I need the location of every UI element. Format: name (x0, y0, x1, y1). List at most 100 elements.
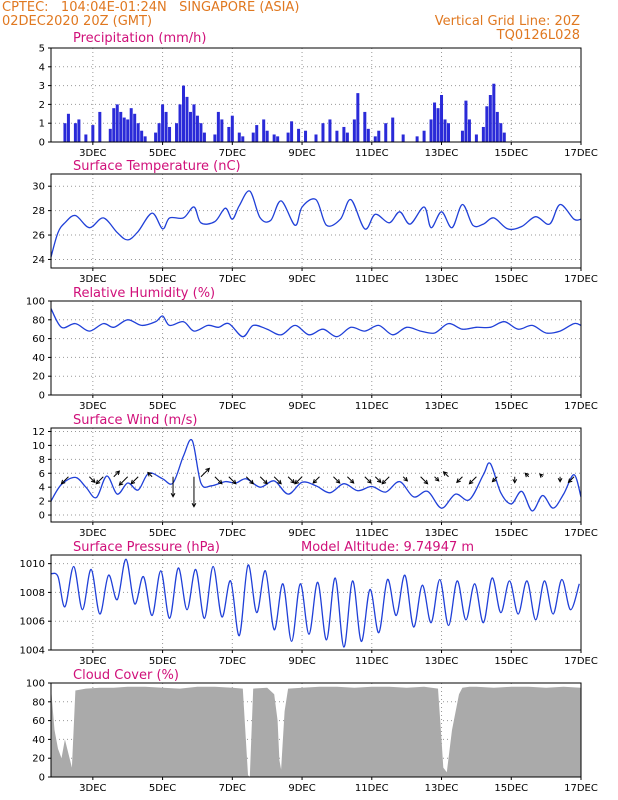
pressure-title: Surface Pressure (hPa) (73, 540, 220, 555)
precip-bar (119, 111, 123, 142)
precip-title: Precipitation (mm/h) (73, 31, 206, 46)
wind-arrow (200, 467, 210, 478)
wind-arrow-head (381, 479, 387, 485)
cloud-ytick-label: 60 (32, 716, 45, 727)
precip-bar (433, 102, 437, 142)
cloud-xtick-label: 11DEC (355, 783, 389, 794)
precip-bar (157, 123, 161, 142)
precip-ytick-label: 0 (39, 138, 45, 149)
precip-bar (73, 123, 77, 142)
pressure-ytick-label: 1004 (20, 646, 45, 657)
pressure-xtick-label: 17DEC (564, 656, 598, 667)
wind-arrow-head (147, 471, 152, 477)
precip-bar (185, 96, 189, 142)
wind-arrow-head (557, 477, 563, 483)
precip-bar (422, 130, 426, 142)
wind-xtick-label: 11DEC (355, 528, 389, 539)
wind-arrow-head (567, 478, 573, 484)
wind-arrow-head (539, 473, 544, 478)
precip-bar (126, 119, 130, 142)
pressure-xtick-label: 7DEC (219, 656, 246, 667)
precip-bar (495, 111, 499, 142)
precip-bar (192, 104, 196, 142)
precip-bar (98, 111, 102, 142)
precip-bar (499, 123, 503, 142)
precip-bar (91, 125, 95, 142)
precip-bar (237, 132, 241, 142)
wind-arrow (492, 476, 498, 482)
wind-frame (50, 427, 582, 523)
precip-bar (356, 93, 360, 142)
precip-bar (474, 134, 478, 142)
wind-arrow (95, 476, 104, 485)
precip-bar (429, 119, 433, 142)
wind-arrow-head (170, 492, 176, 498)
precip-bar (335, 130, 339, 142)
precip-xtick-label: 3DEC (79, 148, 106, 159)
precip-bar (262, 119, 266, 142)
wind-arrow-head (115, 470, 121, 476)
wind-arrow (374, 476, 382, 483)
precip-bar (213, 134, 217, 142)
rh-xtick-label: 15DEC (494, 401, 528, 412)
wind-arrow (364, 476, 372, 484)
wind-arrow-head (335, 479, 341, 484)
pressure-ytick-label: 1008 (20, 588, 45, 599)
precip-bar (485, 106, 489, 142)
precip-bar (377, 130, 381, 142)
header-grid-line: Vertical Grid Line: 20Z (434, 14, 580, 29)
rh-ytick-label: 20 (32, 372, 45, 383)
wind-xtick-label: 15DEC (494, 528, 528, 539)
precip-bar (182, 85, 185, 142)
temp-ytick-label: 26 (32, 231, 45, 242)
precip-bar (66, 113, 70, 142)
precip-frame (50, 47, 582, 143)
temp-frame (50, 173, 582, 269)
wind-arrow (294, 476, 303, 485)
pressure-ytick-label: 1006 (20, 617, 45, 628)
precip-bar (467, 119, 471, 142)
temp-ytick-label: 28 (32, 206, 45, 217)
pressure-xtick-label: 13DEC (425, 656, 459, 667)
wind-arrow-head (349, 479, 355, 484)
rh-xtick-label: 7DEC (219, 401, 246, 412)
precip-bar (345, 132, 349, 142)
precip-bar (202, 132, 206, 142)
precip-bar (297, 128, 301, 142)
wind-arrow-head (524, 472, 530, 478)
precip-bar (143, 136, 147, 142)
temp-xtick-label: 13DEC (425, 274, 459, 285)
precip-ytick-label: 5 (39, 44, 45, 55)
precip-bar (129, 108, 133, 142)
precip-bar (415, 136, 419, 142)
precip-bar (63, 123, 67, 142)
precip-bar (195, 115, 199, 142)
precip-xtick-label: 13DEC (425, 148, 459, 159)
pressure-xtick-label: 11DEC (355, 656, 389, 667)
wind-arrow (381, 476, 390, 485)
wind-arrow-head (90, 478, 96, 484)
wind-arrow (568, 476, 575, 483)
pressure-ytick-label: 1010 (20, 559, 45, 570)
wind-xtick-label: 17DEC (564, 528, 598, 539)
precip-bar (321, 123, 325, 142)
wind-xtick-label: 7DEC (219, 528, 246, 539)
wind-arrow (287, 476, 295, 484)
wind-arrow-head (434, 476, 440, 482)
wind-xtick-label: 3DEC (79, 528, 106, 539)
wind-arrow (245, 476, 254, 485)
precip-bar (363, 111, 367, 142)
wind-arrow-head (376, 478, 382, 484)
cloud-ytick-label: 0 (39, 773, 45, 784)
rh-title: Relative Humidity (%) (73, 286, 215, 301)
precip-bar (481, 126, 485, 142)
precip-bar (286, 132, 290, 142)
cloud-ytick-label: 80 (32, 697, 45, 708)
wind-arrow-head (249, 479, 255, 485)
wind-arrow-head (442, 471, 448, 476)
precip-xtick-label: 15DEC (494, 148, 528, 159)
precip-bar (443, 119, 447, 142)
cloud-xtick-label: 17DEC (564, 783, 598, 794)
precip-bar (168, 126, 172, 142)
precip-bar (122, 117, 126, 142)
